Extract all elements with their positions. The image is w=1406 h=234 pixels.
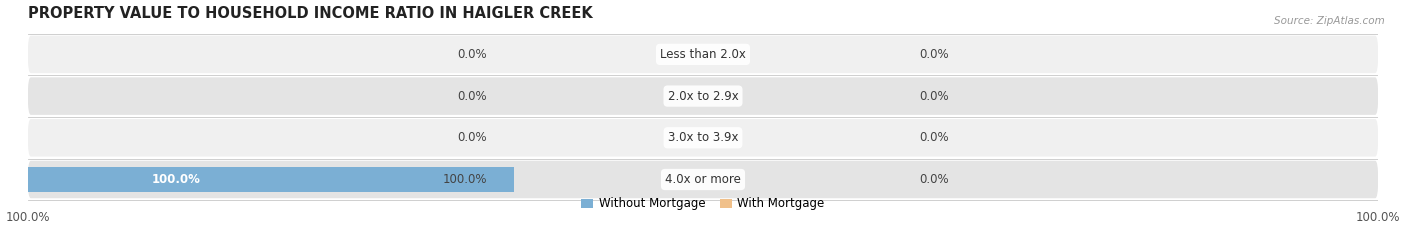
Legend: Without Mortgage, With Mortgage: Without Mortgage, With Mortgage <box>576 193 830 215</box>
Text: Source: ZipAtlas.com: Source: ZipAtlas.com <box>1274 16 1385 26</box>
Text: 100.0%: 100.0% <box>152 173 201 186</box>
Text: 2.0x to 2.9x: 2.0x to 2.9x <box>668 90 738 102</box>
Text: 3.0x to 3.9x: 3.0x to 3.9x <box>668 131 738 144</box>
Text: Less than 2.0x: Less than 2.0x <box>659 48 747 61</box>
FancyBboxPatch shape <box>28 77 1378 115</box>
FancyBboxPatch shape <box>28 36 1378 73</box>
Text: 0.0%: 0.0% <box>457 48 486 61</box>
Text: 4.0x or more: 4.0x or more <box>665 173 741 186</box>
Text: 0.0%: 0.0% <box>920 173 949 186</box>
Text: PROPERTY VALUE TO HOUSEHOLD INCOME RATIO IN HAIGLER CREEK: PROPERTY VALUE TO HOUSEHOLD INCOME RATIO… <box>28 6 592 21</box>
Text: 100.0%: 100.0% <box>443 173 486 186</box>
FancyBboxPatch shape <box>28 161 1378 198</box>
FancyBboxPatch shape <box>28 119 1378 157</box>
Bar <box>0 167 515 192</box>
Text: 0.0%: 0.0% <box>457 131 486 144</box>
Text: 0.0%: 0.0% <box>920 131 949 144</box>
Text: 0.0%: 0.0% <box>920 90 949 102</box>
Text: 0.0%: 0.0% <box>457 90 486 102</box>
Text: 0.0%: 0.0% <box>920 48 949 61</box>
